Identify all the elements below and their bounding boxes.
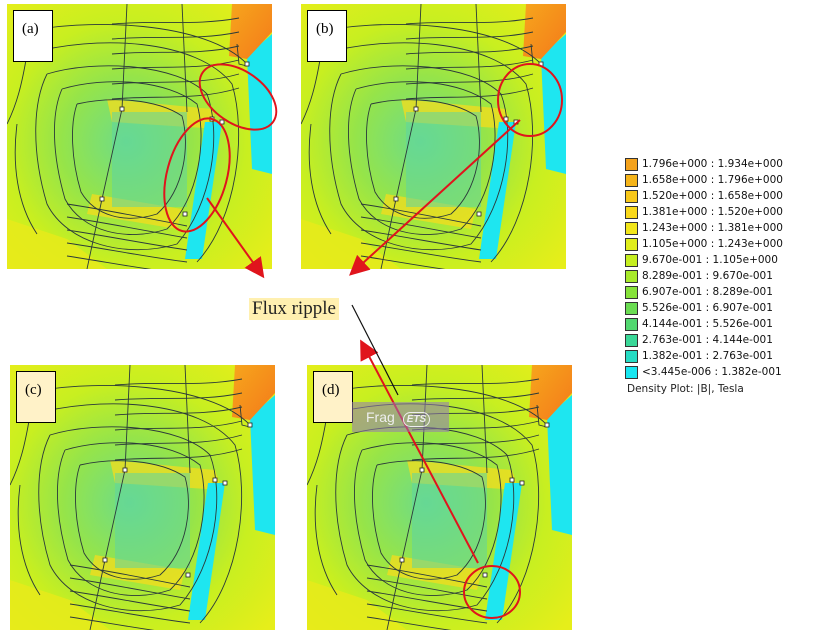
legend-row: 4.144e-001 : 5.526e-001 (625, 316, 821, 332)
legend-range: 1.658e+000 : 1.796e+000 (642, 174, 783, 186)
legend-swatch (625, 333, 638, 347)
legend-swatch (625, 253, 638, 267)
watermark-badge: ETS (402, 412, 431, 427)
legend-range: 6.907e-001 : 8.289e-001 (642, 286, 773, 298)
mesh-node (244, 61, 250, 67)
legend-swatch (625, 301, 638, 315)
legend-range: 1.382e-001 : 2.763e-001 (642, 350, 773, 362)
legend-swatch (625, 349, 638, 363)
legend-range: <3.445e-006 : 1.382e-001 (642, 366, 782, 378)
panel-label-c: (c) (16, 371, 56, 423)
legend-row: 1.382e-001 : 2.763e-001 (625, 348, 821, 364)
legend-range: 1.105e+000 : 1.243e+000 (642, 238, 783, 250)
highlight-ellipse-d (463, 565, 521, 619)
mesh-node (122, 467, 128, 473)
legend-range: 5.526e-001 : 6.907e-001 (642, 302, 773, 314)
legend-caption: Density Plot: |B|, Tesla (627, 383, 744, 395)
legend-row: 5.526e-001 : 6.907e-001 (625, 300, 821, 316)
mesh-node (219, 119, 225, 125)
legend-range: 1.381e+000 : 1.520e+000 (642, 206, 783, 218)
legend-swatch (625, 189, 638, 203)
legend-row: 8.289e-001 : 9.670e-001 (625, 268, 821, 284)
orange-corner (229, 4, 272, 59)
arrow-d (360, 339, 479, 564)
highlight-ellipse-a-top (198, 63, 278, 131)
cyan-edge (547, 395, 572, 535)
cyan-edge (247, 34, 272, 174)
mesh-node (476, 211, 482, 217)
mesh-node (119, 106, 125, 112)
legend-swatch (625, 317, 638, 331)
legend-range: 9.670e-001 : 1.105e+000 (642, 254, 778, 266)
mesh-node (419, 467, 425, 473)
legend-swatch (625, 221, 638, 235)
highlight-ellipse-a-gap (163, 117, 231, 233)
pointer-line (351, 304, 399, 396)
orange-corner (529, 365, 572, 420)
panel-d: (d) (307, 365, 572, 630)
corner-band (307, 580, 407, 630)
mesh-node (222, 480, 228, 486)
legend-row: 1.658e+000 : 1.796e+000 (625, 172, 821, 188)
highlight-ellipse-b (497, 63, 563, 137)
legend-swatch (625, 365, 638, 379)
legend-row: 1.243e+000 : 1.381e+000 (625, 220, 821, 236)
legend-row: 2.763e-001 : 4.144e-001 (625, 332, 821, 348)
legend-range: 1.520e+000 : 1.658e+000 (642, 190, 783, 202)
legend-swatch (625, 205, 638, 219)
legend-row: <3.445e-006 : 1.382e-001 (625, 364, 821, 380)
flux-ripple-label: Flux ripple (249, 298, 339, 320)
arrow-b (349, 119, 521, 276)
mesh-node (509, 477, 515, 483)
legend-row: 1.796e+000 : 1.934e+000 (625, 156, 821, 172)
mesh-node (393, 196, 399, 202)
mesh-node (503, 116, 509, 122)
panel-c: (c) (10, 365, 275, 630)
legend-rows: 1.796e+000 : 1.934e+000 1.658e+000 : 1.79… (625, 156, 821, 380)
panel-label-a: (a) (13, 10, 53, 62)
mesh-node (185, 572, 191, 578)
mesh-node (413, 106, 419, 112)
legend-row: 1.381e+000 : 1.520e+000 (625, 204, 821, 220)
legend-row: 1.520e+000 : 1.658e+000 (625, 188, 821, 204)
flux-lines (10, 365, 251, 630)
legend-range: 2.763e-001 : 4.144e-001 (642, 334, 773, 346)
mesh-node (182, 211, 188, 217)
cyan-edge (250, 395, 275, 535)
legend-swatch (625, 173, 638, 187)
mesh-node (482, 572, 488, 578)
orange-corner (232, 365, 275, 420)
corner-band (10, 580, 110, 630)
legend-swatch (625, 157, 638, 171)
density-legend: 1.796e+000 : 1.934e+000 1.658e+000 : 1.79… (625, 156, 821, 395)
legend-range: 1.243e+000 : 1.381e+000 (642, 222, 783, 234)
legend-row: 1.105e+000 : 1.243e+000 (625, 236, 821, 252)
orange-corner (523, 4, 566, 59)
mesh-node (399, 557, 405, 563)
mesh-node (212, 477, 218, 483)
legend-range: 1.796e+000 : 1.934e+000 (642, 158, 783, 170)
panel-label-b: (b) (307, 10, 347, 62)
legend-range: 8.289e-001 : 9.670e-001 (642, 270, 773, 282)
corner-band (301, 219, 401, 269)
panel-b: (b) (301, 4, 566, 269)
legend-row: 6.907e-001 : 8.289e-001 (625, 284, 821, 300)
corner-band (7, 219, 107, 269)
mesh-node (247, 422, 253, 428)
legend-row: 9.670e-001 : 1.105e+000 (625, 252, 821, 268)
legend-swatch (625, 269, 638, 283)
watermark: Frag ETS (352, 402, 449, 432)
mesh-node (519, 480, 525, 486)
panel-label-d: (d) (313, 371, 353, 423)
legend-swatch (625, 285, 638, 299)
legend-swatch (625, 237, 638, 251)
watermark-text: Frag (366, 409, 395, 425)
mesh-node (544, 422, 550, 428)
mesh-node (102, 557, 108, 563)
mesh-node (99, 196, 105, 202)
arrow-a (206, 197, 265, 279)
legend-range: 4.144e-001 : 5.526e-001 (642, 318, 773, 330)
flux-lines (7, 4, 248, 269)
